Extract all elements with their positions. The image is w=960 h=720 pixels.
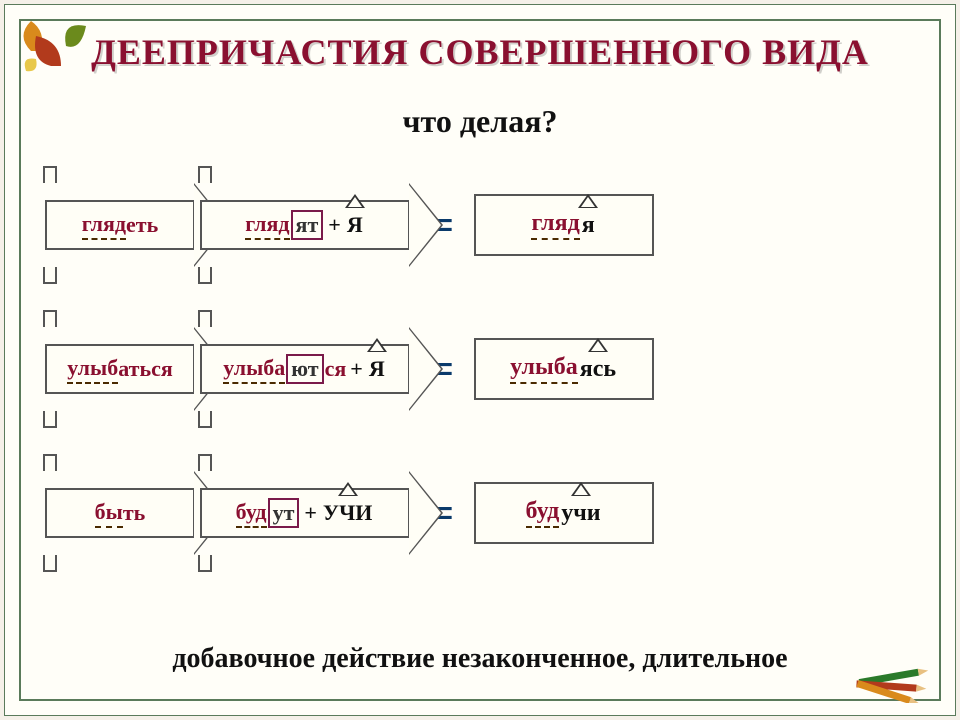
row3-res-root: буд [526, 498, 560, 528]
row3-present-arrow: буд ут + УЧИ [200, 471, 409, 555]
row2-plus: + [346, 356, 367, 382]
row1-res-suffix: я [580, 212, 597, 239]
row3-infinitive-arrow: быть [45, 471, 194, 555]
question-text: что делая? [5, 103, 955, 140]
caret-icon [338, 482, 358, 496]
outer-frame: ДЕЕПРИЧАСТИЯ СОВЕРШЕННОГО ВИДА что делая… [4, 4, 956, 716]
row-2: улыбаться улыба ют ся + Я = улыбаясь [45, 327, 915, 411]
pencils-icon [849, 653, 939, 703]
row2-pres-root: улыба [223, 355, 285, 384]
row2-present-arrow: улыба ют ся + Я [200, 327, 409, 411]
row2-inf-rest: аться [118, 356, 173, 382]
row1-pres-root: гляд [245, 211, 289, 240]
row3-inf-root: бы [95, 499, 123, 528]
row1-inf-rest: еть [126, 212, 158, 238]
caret-icon [578, 194, 598, 208]
row1-infinitive-arrow: глядеть [45, 183, 194, 267]
row2-res-root: улыба [510, 354, 578, 384]
row1-inf-root: гляд [82, 211, 126, 240]
caret-icon [345, 194, 365, 208]
page-title: ДЕЕПРИЧАСТИЯ СОВЕРШЕННОГО ВИДА [5, 31, 955, 73]
row-3: быть буд ут + УЧИ = будучи [45, 471, 915, 555]
row1-plus: + [324, 212, 345, 238]
rows-container: глядеть гляд ят + Я = глядя [45, 183, 915, 615]
row1-res-root: гляд [531, 210, 579, 240]
row3-pres-root: буд [236, 499, 267, 528]
caret-icon [571, 482, 591, 496]
footer-text: добавочное действие незаконченное, длите… [5, 643, 955, 675]
row1-result: глядя [474, 194, 654, 256]
row3-inf-rest: ть [123, 500, 145, 526]
row3-pres-ending: ут [268, 498, 300, 528]
row2-inf-root: улыб [67, 355, 118, 384]
row2-result: улыбаясь [474, 338, 654, 400]
caret-icon [367, 338, 387, 352]
row2-infinitive-arrow: улыбаться [45, 327, 194, 411]
row1-new-suffix: Я [345, 212, 365, 238]
caret-icon [588, 338, 608, 352]
row2-pres-ending: ют [286, 354, 323, 384]
row1-pres-ending: ят [291, 210, 324, 240]
row3-new-suffix: УЧИ [321, 500, 374, 526]
row2-res-suffix: ясь [578, 356, 618, 383]
row2-pres-postfix: ся [325, 356, 347, 382]
row2-new-suffix: Я [367, 356, 387, 382]
row-1: глядеть гляд ят + Я = глядя [45, 183, 915, 267]
row1-present-arrow: гляд ят + Я [200, 183, 409, 267]
row3-result: будучи [474, 482, 654, 544]
row3-plus: + [300, 500, 321, 526]
row3-res-suffix: учи [559, 500, 602, 527]
